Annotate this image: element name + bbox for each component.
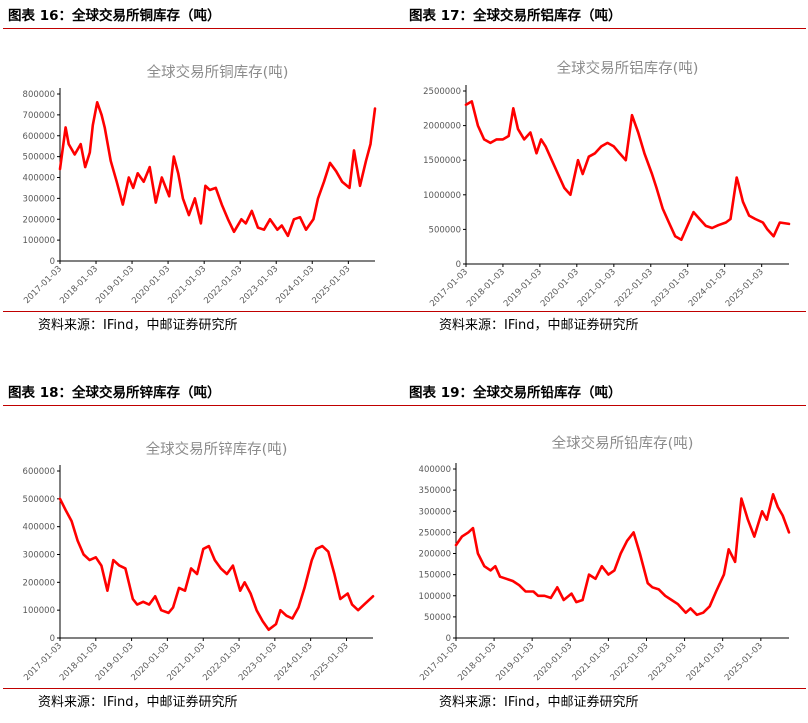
lead-inventory-chart: 全球交易所铅库存(吨) 0 50000 100000 150000 200000 25000… <box>418 434 791 683</box>
y-tick-label: 300000 <box>23 194 55 204</box>
x-tick-label: 2023-01-03 <box>647 641 689 683</box>
inventory-series-line <box>58 101 377 238</box>
x-tick-label: 2017-01-03 <box>428 267 470 309</box>
y-tick-label: 600000 <box>23 132 55 142</box>
figure-caption: 图表 19：全球交易所铅库存（吨） <box>404 380 806 406</box>
x-tick-label: 2022-01-03 <box>609 641 651 683</box>
y-tick-label: 2500000 <box>423 87 461 97</box>
x-tick-label: 2023-01-03 <box>650 267 692 309</box>
x-tick-label: 2021-01-03 <box>576 267 618 309</box>
x-tick-label: 2019-01-03 <box>494 641 536 683</box>
x-tick-label: 2024-01-03 <box>685 641 727 683</box>
y-tick-label: 0 <box>50 634 55 644</box>
chart-title: 全球交易所锌库存(吨) <box>146 440 288 458</box>
y-tick-label: 500000 <box>23 495 55 505</box>
inventory-series-line <box>454 493 791 617</box>
zinc-inventory-chart: 全球交易所锌库存(吨) 0 100000 200000 300000 400000 5000… <box>22 440 375 683</box>
y-tick-label: 300000 <box>419 507 451 517</box>
y-tick-label: 150000 <box>419 571 451 581</box>
y-tick-label: 0 <box>446 634 451 644</box>
y-tick-label: 200000 <box>419 550 451 560</box>
x-tick-label: 2017-01-03 <box>418 641 460 683</box>
source-note: 资料来源：IFind，中邮证券研究所 <box>404 311 806 339</box>
y-tick-label: 0 <box>50 257 55 267</box>
x-tick-label: 2025-01-03 <box>724 267 766 309</box>
y-tick-label: 100000 <box>419 592 451 602</box>
y-tick-label: 350000 <box>419 486 451 496</box>
x-tick-label: 2020-01-03 <box>532 641 574 683</box>
figure-caption: 图表 18：全球交易所锌库存（吨） <box>3 380 405 406</box>
copper-inventory-chart: 全球交易所铜库存(吨) 0 100000 200000 300000 400000 5000… <box>22 63 377 306</box>
source-note: 资料来源：IFind，中邮证券研究所 <box>3 688 405 716</box>
y-tick-label: 400000 <box>419 465 451 475</box>
y-tick-label: 50000 <box>424 613 451 623</box>
y-tick-label: 500000 <box>429 225 461 235</box>
inventory-series-line <box>58 497 375 631</box>
source-note: 资料来源：IFind，中邮证券研究所 <box>404 688 806 716</box>
y-tick-label: 500000 <box>23 153 55 163</box>
x-tick-label: 2022-01-03 <box>613 267 655 309</box>
y-tick-label: 400000 <box>23 523 55 533</box>
x-tick-label: 2025-01-03 <box>723 641 765 683</box>
x-tick-label: 2020-01-03 <box>539 267 581 309</box>
y-tick-label: 100000 <box>23 606 55 616</box>
source-note: 资料来源：IFind，中邮证券研究所 <box>3 311 405 339</box>
x-tick-label: 2018-01-03 <box>456 641 498 683</box>
x-tick-label: 2024-01-03 <box>687 267 729 309</box>
inventory-series-line <box>464 100 791 242</box>
y-tick-label: 200000 <box>23 578 55 588</box>
y-tick-label: 200000 <box>23 215 55 225</box>
chart-panel-copper: 图表 16：全球交易所铜库存（吨） 全球交易所铜库存(吨) 0 100000 2000… <box>3 3 405 339</box>
y-tick-label: 800000 <box>23 90 55 100</box>
x-tick-label: 2025-01-03 <box>309 641 351 683</box>
x-tick-label: 2019-01-03 <box>502 267 544 309</box>
y-tick-label: 1000000 <box>423 191 461 201</box>
y-tick-label: 2000000 <box>423 122 461 132</box>
chart-panel-lead: 图表 19：全球交易所铅库存（吨） 全球交易所铅库存(吨) 0 50000 10000… <box>404 380 806 716</box>
chart-title: 全球交易所铝库存(吨) <box>557 59 699 77</box>
y-tick-label: 250000 <box>419 528 451 538</box>
x-tick-label: 2025-01-03 <box>310 264 352 306</box>
figure-caption: 图表 17：全球交易所铝库存（吨） <box>404 3 806 29</box>
chart-panel-zinc: 图表 18：全球交易所锌库存（吨） 全球交易所锌库存(吨) 0 100000 2000… <box>3 380 405 716</box>
y-tick-label: 700000 <box>23 111 55 121</box>
y-tick-label: 400000 <box>23 174 55 184</box>
x-tick-label: 2018-01-03 <box>465 267 507 309</box>
y-tick-label: 100000 <box>23 236 55 246</box>
y-tick-label: 600000 <box>23 467 55 477</box>
y-tick-label: 1500000 <box>423 156 461 166</box>
chart-title: 全球交易所铅库存(吨) <box>552 434 694 452</box>
chart-title: 全球交易所铜库存(吨) <box>147 63 289 81</box>
aluminium-inventory-chart: 全球交易所铝库存(吨) 0 500000 1000000 1500000 2000000 2… <box>423 59 791 309</box>
chart-panel-aluminium: 图表 17：全球交易所铝库存（吨） 全球交易所铝库存(吨) 0 500000 1000… <box>404 3 806 339</box>
y-tick-label: 0 <box>456 260 461 270</box>
figure-caption: 图表 16：全球交易所铜库存（吨） <box>3 3 405 29</box>
x-tick-label: 2021-01-03 <box>571 641 613 683</box>
y-tick-label: 300000 <box>23 551 55 561</box>
